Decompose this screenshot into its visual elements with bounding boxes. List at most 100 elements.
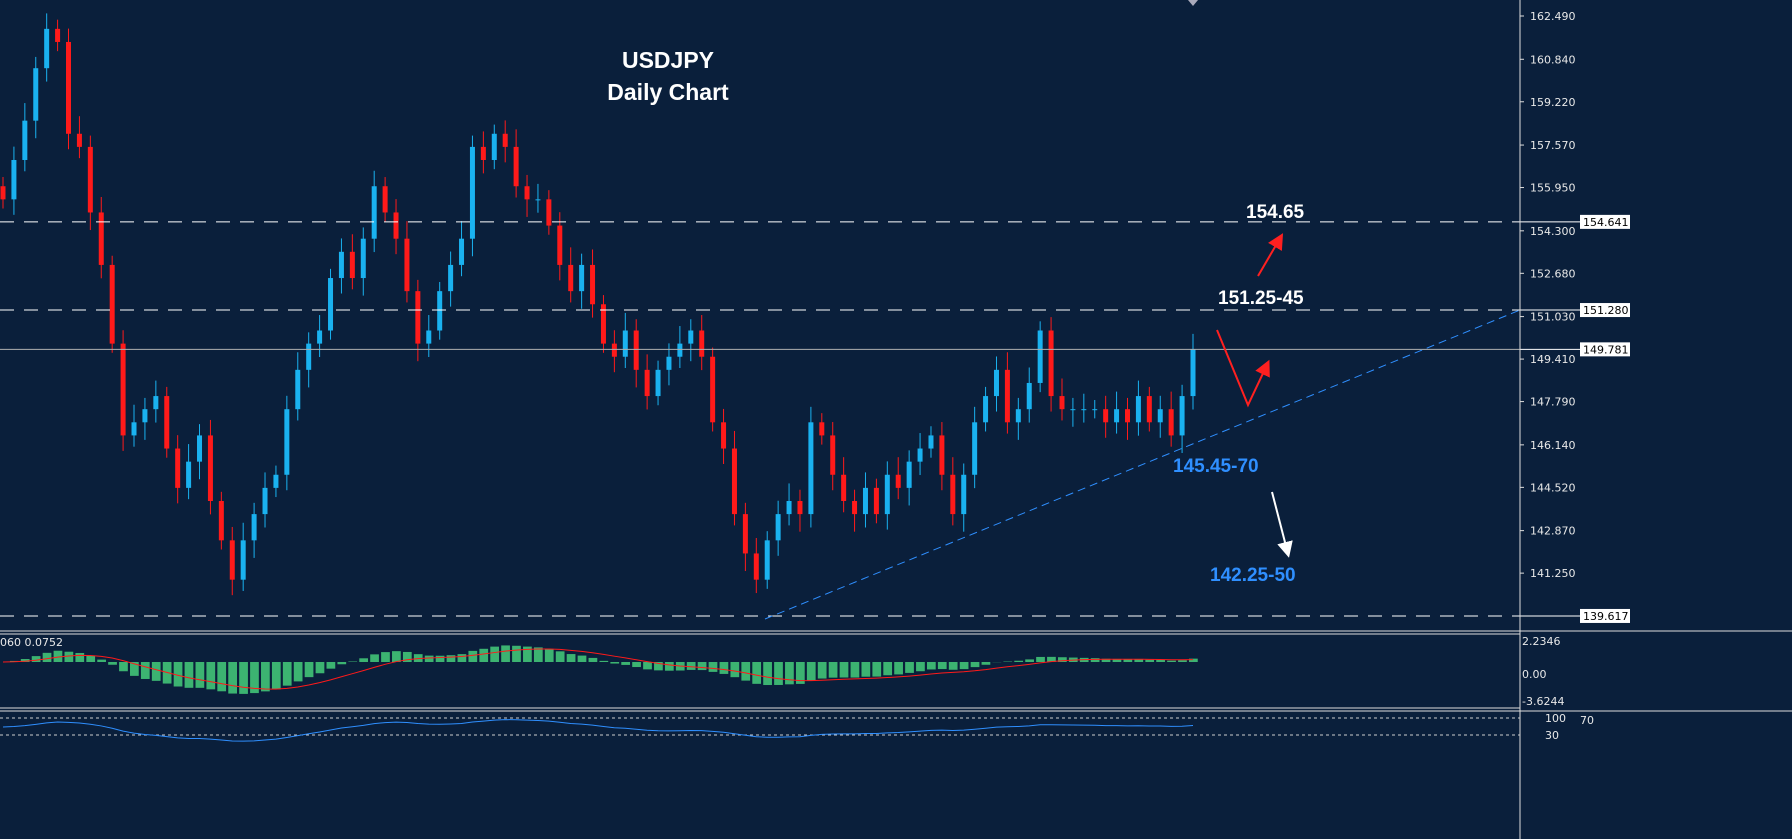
candle-body [1135,396,1141,423]
candle-body [1157,409,1163,423]
macd-bar [446,655,456,662]
candle-body [1015,409,1021,423]
macd-bar [195,662,205,688]
candle-body [502,133,508,147]
arrow-up-red [1257,233,1284,277]
candle-body [611,343,617,357]
macd-bar [686,662,696,670]
candle-body [273,474,279,488]
candle-body [229,540,235,580]
macd-bar [326,662,336,669]
candle-body [862,487,868,515]
candle-body [1059,396,1065,410]
candle-body [797,500,803,515]
y-tick-label: 144.520 [1530,481,1576,494]
annotation-145-45-70: 145.45-70 [1173,456,1259,477]
candle-body [1168,409,1174,436]
scroll-marker-icon[interactable] [1188,0,1198,6]
y-tick-label: 142.870 [1530,525,1576,538]
candle-body [164,396,170,449]
candle-body [338,251,344,279]
y-tick-label: 154.300 [1530,225,1576,238]
candle-body [109,264,115,344]
candle-body [120,343,126,436]
level-price-label: 149.781 [1583,343,1629,356]
macd-bar [544,648,554,662]
macd-bar [359,658,369,662]
macd-bar [108,662,117,665]
chart-title: USDJPY [622,47,714,73]
candle-body [1070,409,1076,411]
rsi-panel [2,719,1194,742]
candle-body [808,422,814,515]
level-price-label: 139.617 [1583,610,1629,623]
level-price-tag [1580,608,1630,623]
arrow-down-white [1271,491,1293,558]
candles [0,13,1196,596]
candle-body [983,396,989,423]
candle-body [731,448,737,515]
macd-bar [1145,659,1155,662]
macd-bar [53,650,63,662]
candle-body [524,186,530,200]
candle-body [590,264,596,305]
macd-bar [872,662,882,677]
macd-bar [97,659,106,662]
macd-bar [839,662,849,678]
macd-bar [206,662,216,690]
macd-bar [75,652,85,662]
candle-body [721,422,727,449]
level-price-tag [1580,303,1630,318]
macd-bar [555,651,565,662]
macd-bar [1025,659,1034,662]
macd-bar [402,651,412,662]
y-tick-label: 157.570 [1530,139,1576,152]
candle-body [1146,396,1152,423]
macd-bar [566,654,576,662]
y-tick-label: 149.410 [1530,353,1576,366]
candle-body [240,540,246,580]
macd-bar [31,656,41,662]
macd-bar [435,655,445,662]
macd-bar [1178,660,1187,662]
candle-body [699,330,705,357]
rsi-tick: 70 [1580,714,1594,727]
candle-body [873,487,879,515]
candle-body [175,448,181,488]
candle-body [775,514,781,541]
y-tick-label: 146.140 [1530,439,1576,452]
candle-body [218,500,224,541]
candle-body [677,343,683,357]
macd-bar [894,662,903,675]
macd-bar [610,662,620,664]
macd-bar [523,646,532,662]
macd-bar [271,662,281,690]
candle-body [0,186,6,200]
candle-body [928,435,934,449]
macd-bar [697,662,707,671]
macd-bar [315,662,325,674]
macd-bar [86,655,96,662]
candle-body [491,133,497,161]
macd-bar [643,662,652,670]
macd-readout: 060 0.0752 [0,636,63,649]
macd-tick: 0.00 [1522,668,1547,681]
y-tick-label: 160.840 [1530,53,1576,66]
candle-body [688,330,694,344]
candle-body [55,28,61,42]
macd-bar [1112,658,1122,662]
candle-body [917,448,923,462]
candle-body [568,264,574,292]
candle-body [710,356,716,423]
candle-body [448,264,454,292]
candle-body [11,160,17,200]
macd-bar [1156,659,1165,662]
candle-body [480,146,486,161]
macd-bar [381,652,390,662]
candle-body [98,212,104,265]
macd-bar [588,657,598,662]
macd-bar [916,662,925,672]
y-tick-label: 155.950 [1530,182,1576,195]
candle-body [1124,409,1130,423]
candle-body [666,356,672,370]
